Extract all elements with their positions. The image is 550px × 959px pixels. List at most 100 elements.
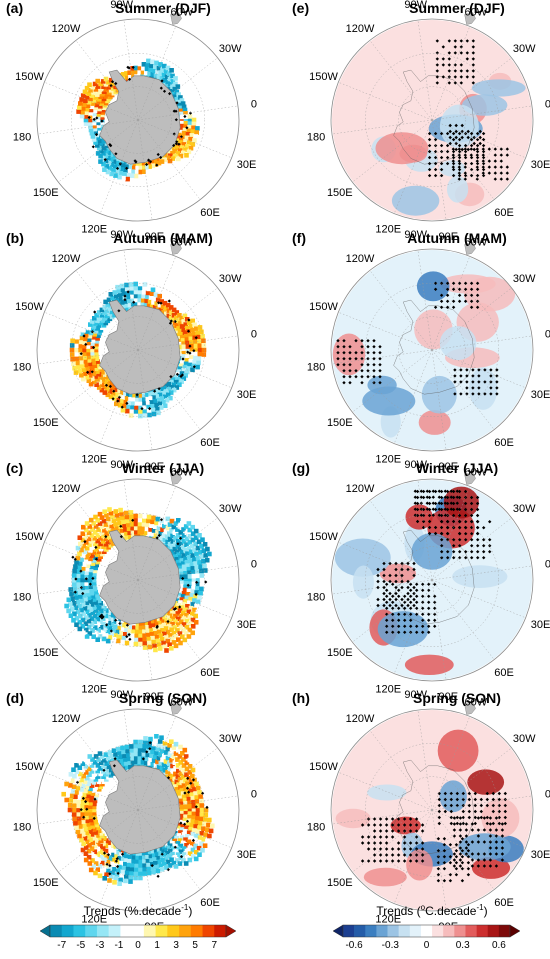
sic-cell (71, 812, 77, 817)
sic-cell (170, 156, 176, 161)
sic-cell (133, 405, 139, 411)
south-america-tip (464, 242, 476, 255)
sic-cell (109, 162, 115, 168)
significance-dot (75, 780, 80, 784)
significance-dot (384, 817, 389, 821)
significance-dot (455, 791, 459, 796)
significance-dot (435, 39, 439, 43)
map-panel-b: 90W60W30W120W0150W30E18060E150E90E120E(b… (6, 229, 257, 473)
sic-cell (100, 833, 105, 839)
significance-dot (421, 588, 425, 592)
sic-cell (79, 811, 85, 817)
significance-dot (455, 495, 459, 499)
sic-cell (137, 637, 143, 643)
sic-cell (77, 565, 82, 570)
sic-cell (146, 408, 152, 414)
significance-dot (376, 585, 380, 590)
sic-cell (175, 333, 180, 338)
sst-anomaly (379, 563, 417, 584)
significance-dot (360, 841, 365, 845)
significance-dot (412, 585, 416, 590)
sic-cell (156, 410, 161, 416)
significance-dot (463, 161, 468, 166)
sic-cell (61, 791, 66, 797)
sic-cell (179, 577, 185, 583)
significance-dot (384, 859, 389, 863)
sic-cell (171, 551, 176, 557)
sic-cell (187, 117, 193, 123)
sic-cell (123, 396, 129, 401)
sic-cell (189, 343, 195, 349)
longitude-label: 0 (545, 329, 550, 341)
sic-cell (153, 524, 158, 529)
sic-cell (108, 847, 114, 853)
significance-dot (91, 145, 95, 149)
sic-cell (75, 334, 80, 340)
sic-cell (192, 598, 197, 603)
sic-cell (184, 760, 190, 766)
sic-cell (95, 84, 101, 89)
sic-cell (140, 621, 145, 627)
sic-cell (99, 754, 105, 760)
sic-cell (87, 333, 93, 339)
significance-dot (419, 513, 423, 517)
sic-cell (102, 509, 107, 514)
sic-cell (87, 524, 93, 529)
sic-cell (127, 625, 132, 630)
colorbar-tick-label: -7 (57, 940, 66, 951)
sic-cell (156, 620, 162, 626)
sic-cell (96, 323, 102, 328)
sic-cell (108, 510, 114, 516)
significance-dot (366, 847, 371, 851)
sic-cell (182, 637, 188, 643)
sic-cell (171, 524, 177, 530)
sic-cell (88, 107, 94, 113)
significance-dot (458, 852, 463, 856)
sic-cell (72, 365, 77, 371)
sic-cell (137, 517, 143, 523)
sic-cell (179, 120, 185, 126)
sic-cell (177, 631, 183, 636)
significance-dot (436, 855, 441, 859)
sic-cell (90, 594, 96, 599)
sic-cell (92, 843, 98, 849)
sic-cell (149, 862, 154, 867)
sic-cell (92, 123, 97, 129)
sic-cell (89, 852, 95, 857)
sic-cell (134, 851, 139, 857)
sic-cell (147, 299, 153, 304)
significance-dot (452, 556, 456, 560)
sic-cell (65, 792, 70, 798)
sic-cell (194, 820, 199, 825)
colorbar-swatch (190, 925, 203, 937)
sic-cell (105, 302, 111, 308)
sic-cell (112, 387, 118, 393)
sic-cell (194, 590, 199, 595)
sic-cell (165, 859, 171, 865)
sic-cell (103, 843, 109, 848)
sic-cell (172, 148, 178, 154)
sic-cell (117, 174, 122, 180)
sic-cell (126, 172, 131, 178)
sic-cell (79, 598, 84, 603)
sic-cell (91, 804, 97, 810)
sic-cell (195, 586, 200, 591)
sic-cell (105, 169, 111, 175)
significance-dot (159, 155, 163, 160)
significance-dot (427, 582, 431, 586)
sic-cell (137, 409, 143, 415)
sic-cell (188, 549, 194, 555)
sic-cell (169, 89, 174, 94)
sic-cell (179, 316, 184, 321)
sic-cell (95, 763, 101, 768)
significance-dot (491, 809, 495, 814)
significance-dot (336, 357, 340, 361)
longitude-label: 120E (375, 914, 401, 926)
significance-dot (489, 374, 493, 378)
sic-cell (176, 156, 181, 162)
significance-dot (453, 69, 457, 73)
sic-cell (114, 513, 120, 518)
significance-dot (454, 843, 459, 847)
sic-cell (64, 797, 69, 803)
significance-dot (403, 600, 407, 604)
